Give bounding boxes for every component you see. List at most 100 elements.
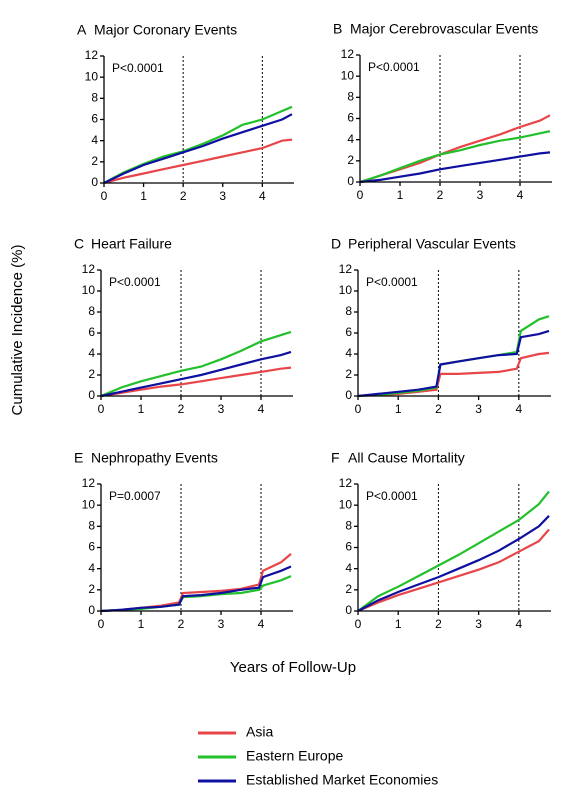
y-tick-label: 10 bbox=[341, 68, 355, 82]
panel-title: Major Coronary Events bbox=[94, 22, 237, 38]
x-tick-label: 3 bbox=[219, 189, 226, 203]
x-tick-label: 3 bbox=[218, 617, 225, 631]
panel-title: Nephropathy Events bbox=[91, 450, 218, 466]
x-tick-label: 0 bbox=[98, 402, 105, 416]
series-line bbox=[357, 528, 550, 613]
y-tick-label: 12 bbox=[82, 476, 96, 490]
x-tick-label: 4 bbox=[515, 402, 522, 416]
y-tick-label: 6 bbox=[347, 111, 354, 125]
y-tick-label: 0 bbox=[88, 603, 95, 617]
y-tick-label: 8 bbox=[347, 90, 354, 104]
x-tick-label: 2 bbox=[180, 189, 187, 203]
y-tick-label: 8 bbox=[88, 519, 95, 533]
series-line bbox=[359, 151, 551, 184]
y-tick-label: 4 bbox=[91, 133, 98, 147]
x-tick-label: 0 bbox=[355, 617, 362, 631]
y-tick-label: 10 bbox=[339, 497, 353, 511]
panel-letter: C bbox=[74, 236, 84, 252]
series-line bbox=[357, 315, 550, 398]
series-line bbox=[103, 138, 293, 185]
series-line bbox=[100, 330, 292, 398]
x-tick-label: 2 bbox=[435, 402, 442, 416]
x-tick-label: 4 bbox=[515, 617, 522, 631]
y-tick-label: 0 bbox=[88, 388, 95, 402]
x-axis-label: Years of Follow-Up bbox=[230, 659, 356, 676]
y-tick-label: 10 bbox=[82, 497, 96, 511]
y-tick-label: 2 bbox=[347, 153, 354, 167]
x-tick-label: 3 bbox=[475, 617, 482, 631]
series-line bbox=[359, 130, 551, 184]
x-tick-label: 4 bbox=[517, 188, 524, 202]
y-tick-label: 10 bbox=[339, 283, 353, 297]
panel-letter: D bbox=[331, 236, 341, 252]
x-tick-label: 0 bbox=[101, 189, 108, 203]
y-tick-label: 10 bbox=[82, 283, 96, 297]
y-tick-label: 4 bbox=[88, 561, 95, 575]
x-tick-label: 4 bbox=[258, 617, 265, 631]
y-tick-label: 8 bbox=[88, 304, 95, 318]
x-tick-label: 4 bbox=[258, 402, 265, 416]
x-tick-label: 2 bbox=[437, 188, 444, 202]
panel-title: Peripheral Vascular Events bbox=[348, 236, 516, 252]
x-tick-label: 3 bbox=[475, 402, 482, 416]
y-tick-label: 4 bbox=[345, 561, 352, 575]
y-tick-label: 12 bbox=[341, 47, 355, 61]
y-tick-label: 12 bbox=[82, 262, 96, 276]
y-tick-label: 4 bbox=[347, 132, 354, 146]
y-tick-label: 6 bbox=[91, 112, 98, 126]
y-tick-label: 4 bbox=[345, 346, 352, 360]
x-tick-label: 1 bbox=[138, 402, 145, 416]
panel-title: Heart Failure bbox=[91, 236, 172, 252]
panel-letter: B bbox=[333, 21, 342, 37]
x-tick-label: 0 bbox=[98, 617, 105, 631]
y-tick-label: 2 bbox=[345, 367, 352, 381]
x-tick-label: 2 bbox=[435, 617, 442, 631]
y-tick-label: 0 bbox=[91, 175, 98, 189]
x-tick-label: 4 bbox=[259, 189, 266, 203]
panel-title: Major Cerebrovascular Events bbox=[350, 21, 538, 37]
series-line bbox=[100, 565, 292, 613]
x-tick-label: 0 bbox=[355, 402, 362, 416]
y-tick-label: 2 bbox=[88, 367, 95, 381]
x-tick-label: 1 bbox=[397, 188, 404, 202]
series-line bbox=[357, 329, 550, 398]
annotation: P<0.0001 bbox=[366, 489, 418, 503]
series-line bbox=[100, 366, 292, 398]
x-tick-label: 1 bbox=[138, 617, 145, 631]
panel-letter: A bbox=[77, 22, 87, 38]
y-tick-label: 2 bbox=[345, 582, 352, 596]
y-tick-label: 4 bbox=[88, 346, 95, 360]
y-tick-label: 12 bbox=[339, 476, 353, 490]
y-tick-label: 6 bbox=[345, 540, 352, 554]
x-tick-label: 1 bbox=[140, 189, 147, 203]
annotation: P<0.0001 bbox=[109, 275, 161, 289]
y-tick-label: 12 bbox=[339, 262, 353, 276]
x-tick-label: 2 bbox=[178, 402, 185, 416]
annotation: P<0.0001 bbox=[366, 275, 418, 289]
y-tick-label: 8 bbox=[91, 91, 98, 105]
series-line bbox=[357, 515, 550, 612]
y-axis-label: Cumulative Incidence (%) bbox=[9, 245, 26, 416]
y-tick-label: 12 bbox=[85, 48, 99, 62]
x-tick-label: 2 bbox=[178, 617, 185, 631]
series-line bbox=[357, 490, 550, 612]
y-tick-label: 8 bbox=[345, 519, 352, 533]
annotation: P<0.0001 bbox=[368, 60, 420, 74]
y-tick-label: 6 bbox=[88, 325, 95, 339]
panel-letter: E bbox=[74, 450, 83, 466]
x-tick-label: 3 bbox=[477, 188, 484, 202]
y-tick-label: 0 bbox=[345, 603, 352, 617]
legend-label: Established Market Economies bbox=[246, 772, 438, 788]
legend-label: Asia bbox=[246, 724, 273, 740]
panel-title: All Cause Mortality bbox=[348, 450, 465, 466]
y-tick-label: 0 bbox=[345, 388, 352, 402]
x-tick-label: 3 bbox=[218, 402, 225, 416]
panel-letter: F bbox=[331, 450, 340, 466]
y-tick-label: 0 bbox=[347, 174, 354, 188]
y-tick-label: 10 bbox=[85, 69, 99, 83]
x-tick-label: 0 bbox=[357, 188, 364, 202]
y-tick-label: 6 bbox=[88, 540, 95, 554]
series-line bbox=[100, 350, 292, 398]
y-tick-label: 2 bbox=[91, 154, 98, 168]
